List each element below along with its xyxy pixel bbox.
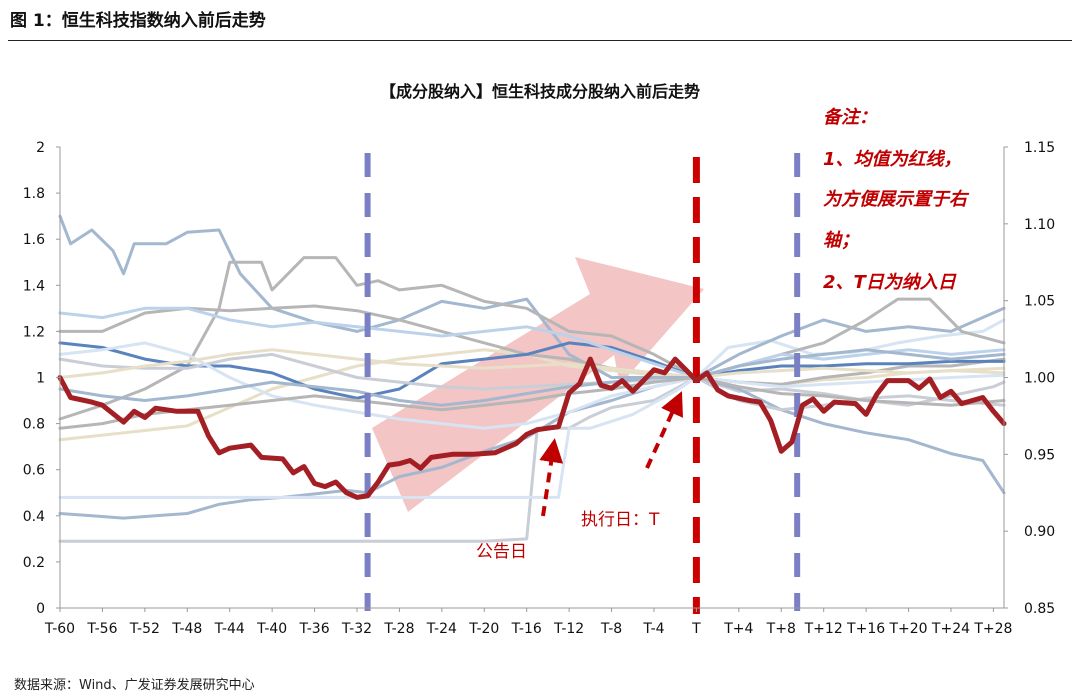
y-right-tick-label: 1.05 [1024,294,1055,310]
y-right-tick-label: 1.10 [1024,217,1055,233]
x-tick-label: T-16 [511,621,542,637]
x-tick-label: T+4 [723,621,753,637]
trend-arrow [372,257,704,512]
x-tick-label: T-4 [642,621,664,637]
y-right-tick-label: 0.95 [1024,447,1055,463]
annotation-note-line: 为方便展示置于右 [823,189,970,210]
series-line [58,376,1006,543]
series-line [58,318,1006,499]
y-left-tick-label: 2 [36,140,45,156]
y-left-tick-label: 0.8 [23,417,45,433]
annotation-note-line: 1、均值为红线， [823,149,962,170]
header-divider [8,40,1072,41]
x-tick-label: T+28 [973,621,1012,637]
x-tick-label: T-60 [44,621,75,637]
series-line [58,348,1006,379]
y-left-tick-label: 1.6 [23,232,45,248]
x-tick-label: T+24 [931,621,970,637]
x-tick-label: T-44 [214,621,245,637]
y-left-tick-label: 0.4 [23,509,45,525]
y-left-tick-label: 0.6 [23,463,45,479]
series-line [58,341,1006,430]
execute-label: 执行日：T [581,510,660,530]
x-tick-label: T [691,621,701,637]
y-left-tick-label: 1.8 [23,186,45,202]
chart-title: 【成分股纳入】恒生科技成分股纳入前后走势 [380,82,700,101]
y-left-tick-label: 0 [36,601,45,617]
annotation-note-line: 轴； [823,230,859,251]
y-left-tick-label: 1.4 [23,278,45,294]
x-tick-label: T-56 [86,621,117,637]
x-tick-label: T-32 [341,621,372,637]
announce-arrow [539,438,564,517]
y-right-tick-label: 1.00 [1024,371,1055,387]
y-left-tick-label: 1.2 [23,324,45,340]
mean-series-line [57,356,1007,500]
series-line [58,376,1006,430]
x-tick-label: T-24 [426,621,457,637]
x-tick-label: T+12 [804,621,843,637]
announce-label: 公告日 [476,542,527,562]
series-line [58,306,1006,379]
series-line [58,256,1006,421]
x-tick-label: T-20 [468,621,499,637]
x-tick-label: T-52 [129,621,160,637]
x-tick-label: T-48 [171,621,202,637]
y-right-tick-label: 0.85 [1024,601,1055,617]
y-right-tick-label: 0.90 [1024,524,1055,540]
x-tick-label: T-40 [256,621,287,637]
y-right-tick-label: 1.15 [1024,140,1055,156]
x-tick-label: T-8 [600,621,622,637]
y-left-tick-label: 1 [36,371,45,387]
trend-arrow-shape [372,257,704,512]
series-line [58,341,1006,400]
data-source: 数据来源：Wind、广发证券发展研究中心 [14,678,255,693]
reference-lines [364,153,801,614]
x-tick-label: T-36 [298,621,329,637]
x-tick-label: T-12 [553,621,584,637]
x-tick-label: T+16 [846,621,885,637]
y-left-tick-label: 0.2 [23,555,45,571]
annotations: 备注： 1、均值为红线， 为方便展示置于右 轴； 2、T日为纳入日 公告日 执行… [476,107,970,562]
x-tick-label: T+8 [766,621,796,637]
x-tick-label: T+20 [888,621,927,637]
execute-arrow [645,391,683,469]
axes: 0 0.2 0.4 0.6 0.8 1 1.2 1.4 1.6 1.8 2 0.85 0.90 0.95 1… [23,140,1055,637]
annotation-note-line: 2、T日为纳入日 [823,272,957,293]
annotation-note-line: 备注： [823,107,877,128]
mean-line [57,356,1007,500]
series-line [58,214,1006,379]
series-line [58,348,1006,407]
x-tick-label: T-28 [383,621,414,637]
figure-title: 图 1：恒生科技指数纳入前后走势 [10,11,266,31]
